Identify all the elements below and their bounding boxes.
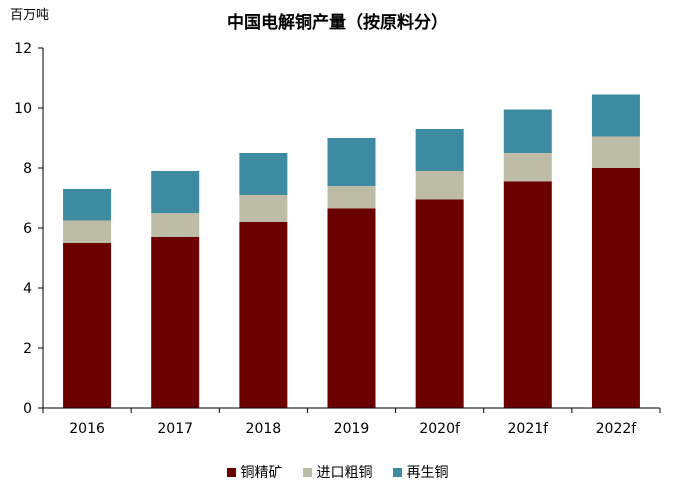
chart-title: 中国电解铜产量（按原料分） — [227, 13, 448, 33]
legend-item-imported-blister: 进口粗铜 — [302, 462, 373, 482]
y-tick-label: 10 — [14, 101, 32, 117]
bar-segment-1-2022f — [591, 136, 640, 168]
y-tick-label: 2 — [23, 341, 32, 357]
bar-segment-0-2022f — [591, 168, 640, 408]
bar-segment-0-2016 — [63, 243, 112, 408]
bar-segment-1-2016 — [63, 220, 112, 243]
x-tick-label: 2021f — [508, 421, 550, 437]
x-tick-label: 2019 — [334, 421, 370, 437]
bar-segment-0-2021f — [503, 181, 552, 408]
legend-swatch — [392, 467, 402, 477]
y-axis-unit-label: 百万吨 — [10, 8, 50, 23]
bar-segment-0-2019 — [327, 208, 376, 408]
legend-swatch — [302, 467, 312, 477]
x-tick-label: 2017 — [157, 421, 193, 437]
bar-segment-2-2017 — [151, 171, 200, 213]
bar-segment-1-2020f — [415, 171, 464, 200]
y-tick-label: 0 — [23, 401, 32, 417]
bar-segment-0-2018 — [239, 222, 288, 408]
legend-label: 进口粗铜 — [316, 465, 373, 481]
chart-legend: 铜精矿 进口粗铜 再生铜 — [0, 462, 675, 482]
bar-segment-1-2017 — [151, 213, 200, 237]
x-tick-label: 2016 — [69, 421, 105, 437]
y-tick-label: 4 — [23, 281, 32, 297]
bar-segment-2-2021f — [503, 109, 552, 153]
bar-segment-0-2017 — [151, 237, 200, 408]
bar-segment-2-2020f — [415, 129, 464, 171]
legend-label: 铜精矿 — [240, 465, 283, 481]
bar-segment-2-2018 — [239, 153, 288, 195]
bar-segment-0-2020f — [415, 199, 464, 408]
y-tick-label: 12 — [14, 41, 32, 57]
x-tick-label: 2020f — [419, 421, 461, 437]
x-tick-label: 2018 — [246, 421, 282, 437]
bar-segment-2-2016 — [63, 189, 112, 221]
legend-item-copper-concentrate: 铜精矿 — [226, 462, 283, 482]
y-tick-label: 8 — [23, 161, 32, 177]
bar-segment-2-2019 — [327, 138, 376, 186]
legend-item-recycled-copper: 再生铜 — [392, 462, 449, 482]
bar-segment-1-2021f — [503, 153, 552, 182]
bar-segment-1-2019 — [327, 186, 376, 209]
legend-swatch — [226, 467, 236, 477]
x-tick-label: 2022f — [596, 421, 638, 437]
bar-segment-1-2018 — [239, 195, 288, 222]
legend-label: 再生铜 — [406, 465, 449, 481]
bar-segment-2-2022f — [591, 94, 640, 137]
y-tick-label: 6 — [23, 221, 32, 237]
